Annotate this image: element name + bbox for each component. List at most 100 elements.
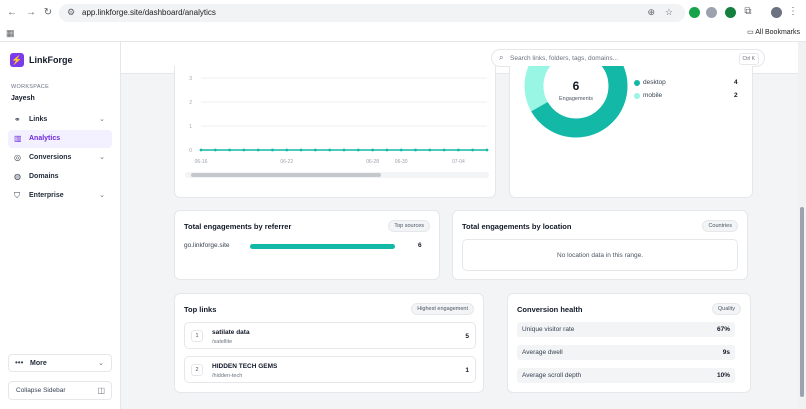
card-title: Conversion health	[517, 305, 583, 314]
rank-badge: 2	[191, 364, 203, 376]
chevron-down-icon: ⌄	[99, 154, 105, 161]
data-point	[471, 148, 475, 152]
data-point	[342, 148, 346, 152]
data-point	[256, 148, 260, 152]
data-point	[213, 148, 217, 152]
top-sources-badge: Top sources	[388, 220, 430, 232]
sidebar-item-analytics[interactable]: ▥ Analytics	[8, 130, 112, 148]
reload-icon[interactable]: ↻	[43, 7, 53, 18]
y-tick-label: 3	[189, 76, 192, 82]
link-path: /hidden-tech	[212, 373, 243, 379]
legend-label: desktop	[643, 79, 666, 86]
health-row: Unique visitor rate 67%	[517, 322, 735, 337]
address-bar[interactable]: ⚙ app.linkforge.site/dashboard/analytics…	[59, 4, 685, 22]
y-tick-label: 1	[189, 124, 192, 130]
legend-swatch	[634, 80, 640, 86]
sidebar-item-label: Domains	[29, 173, 59, 180]
x-tick-label: 07-04	[452, 159, 465, 165]
sidebar-item-label: Analytics	[29, 135, 61, 142]
shortcut-hint: Ctrl K	[738, 53, 759, 65]
profile-avatar[interactable]	[771, 7, 782, 18]
legend-swatch	[634, 93, 640, 99]
donut-center-label: Engagements	[559, 96, 593, 102]
data-point	[428, 148, 432, 152]
data-point	[356, 148, 360, 152]
sidebar-item-links[interactable]: ⚭ Links ⌄	[8, 111, 112, 129]
x-tick-label: 06-30	[395, 159, 408, 165]
sidebar-item-label: Links	[29, 116, 48, 123]
browser-menu-icon[interactable]: ⋮	[788, 6, 798, 17]
back-icon[interactable]: ←	[7, 7, 17, 18]
data-point	[442, 148, 446, 152]
data-point	[328, 148, 332, 152]
conversion-health-card: Conversion health Quality Unique visitor…	[507, 293, 751, 393]
chart-scrollbar-thumb	[191, 173, 381, 177]
quality-badge: Quality	[711, 303, 741, 315]
bar-chart-icon: ▥	[14, 134, 22, 143]
referrer-bar-track	[250, 244, 395, 249]
x-tick-label: 06-22	[280, 159, 293, 165]
extensions-puzzle-icon[interactable]: ⧉	[744, 6, 752, 17]
health-row: Average scroll depth 10%	[517, 368, 735, 383]
link-engagements: 1	[465, 367, 469, 374]
rank-badge: 1	[191, 330, 203, 342]
sidebar-item-conversions[interactable]: ◎ Conversions ⌄	[8, 149, 112, 167]
app-logo[interactable]: LinkForge	[29, 55, 73, 65]
site-info-icon[interactable]: ⚙	[67, 7, 76, 17]
x-tick-label: 06-28	[366, 159, 379, 165]
sidebar-toggle-icon: ◫	[97, 386, 105, 395]
devices-card: 6 Engagements desktop 4 mobile 2	[509, 66, 753, 198]
all-bookmarks-folder[interactable]: ▭ All Bookmarks	[747, 29, 800, 36]
search-input[interactable]: ⌕ Search links, folders, tags, domains..…	[491, 49, 765, 67]
y-tick-label: 0	[189, 148, 192, 154]
empty-state: No location data in this range.	[462, 239, 738, 271]
link-path: /satellite	[212, 339, 233, 345]
metric-label: Average dwell	[522, 349, 563, 356]
data-point	[228, 148, 231, 152]
chevron-down-icon: ⌄	[99, 116, 105, 123]
donut-center-value: 6	[572, 79, 580, 93]
extension-icon[interactable]	[706, 7, 717, 18]
data-point	[199, 148, 203, 152]
data-point	[457, 148, 460, 152]
sidebar-item-domains[interactable]: ◍ Domains	[8, 168, 112, 186]
bookmark-star-icon[interactable]: ☆	[664, 7, 673, 17]
target-icon: ◎	[14, 153, 21, 162]
page-scrollbar[interactable]	[798, 42, 806, 409]
empty-message: No location data in this range.	[557, 252, 643, 259]
more-button[interactable]: ••• More ⌄	[8, 354, 112, 372]
sidebar-item-enterprise[interactable]: ⛉ Enterprise ⌄	[8, 187, 112, 205]
data-point	[414, 148, 417, 152]
forward-icon[interactable]: →	[26, 7, 36, 18]
referrer-label: go.linkforge.site	[184, 242, 230, 249]
card-title: Total engagements by referrer	[184, 222, 292, 231]
workspace-name[interactable]: Jayesh	[11, 95, 35, 102]
data-point	[242, 148, 246, 152]
y-tick-label: 2	[189, 100, 192, 106]
referrer-bar-fill	[250, 244, 395, 249]
globe-icon: ◍	[14, 172, 21, 181]
top-link-item[interactable]: 1 satilate data /satellite 5	[184, 322, 476, 349]
devices-donut-chart	[524, 66, 628, 138]
legend-label: mobile	[643, 92, 663, 99]
main-content: ⌕ Search links, folders, tags, domains..…	[121, 42, 798, 409]
scrollbar-thumb[interactable]	[800, 207, 804, 397]
extension-icon[interactable]	[689, 7, 700, 18]
collapse-sidebar-button[interactable]: Collapse Sidebar ◫	[8, 381, 112, 400]
search-placeholder: Search links, folders, tags, domains...	[510, 55, 619, 62]
metric-value: 9s	[722, 349, 730, 356]
link-engagements: 5	[465, 333, 469, 340]
extension-icon[interactable]	[725, 7, 736, 18]
browser-toolbar: ← → ↻ ⚙ app.linkforge.site/dashboard/ana…	[0, 0, 806, 25]
sidebar-item-label: Enterprise	[29, 192, 64, 199]
location-card: Total engagements by location Countries …	[452, 210, 748, 280]
link-title: HIDDEN TECH GEMS	[212, 363, 278, 370]
apps-grid-icon[interactable]: ▦	[6, 28, 15, 38]
x-tick-label: 06-16	[195, 159, 208, 165]
top-link-item[interactable]: 2 HIDDEN TECH GEMS /hidden-tech 1	[184, 356, 476, 383]
referrer-value: 6	[418, 242, 422, 249]
zoom-icon[interactable]: ⊕	[647, 7, 655, 17]
top-links-card: Top links Highest engagement 1 satilate …	[174, 293, 484, 393]
engagements-chart-card: 0 1 2 3 06-16 06-22 06-28 06-30 07-04	[174, 66, 496, 198]
referrer-card: Total engagements by referrer Top source…	[174, 210, 440, 280]
